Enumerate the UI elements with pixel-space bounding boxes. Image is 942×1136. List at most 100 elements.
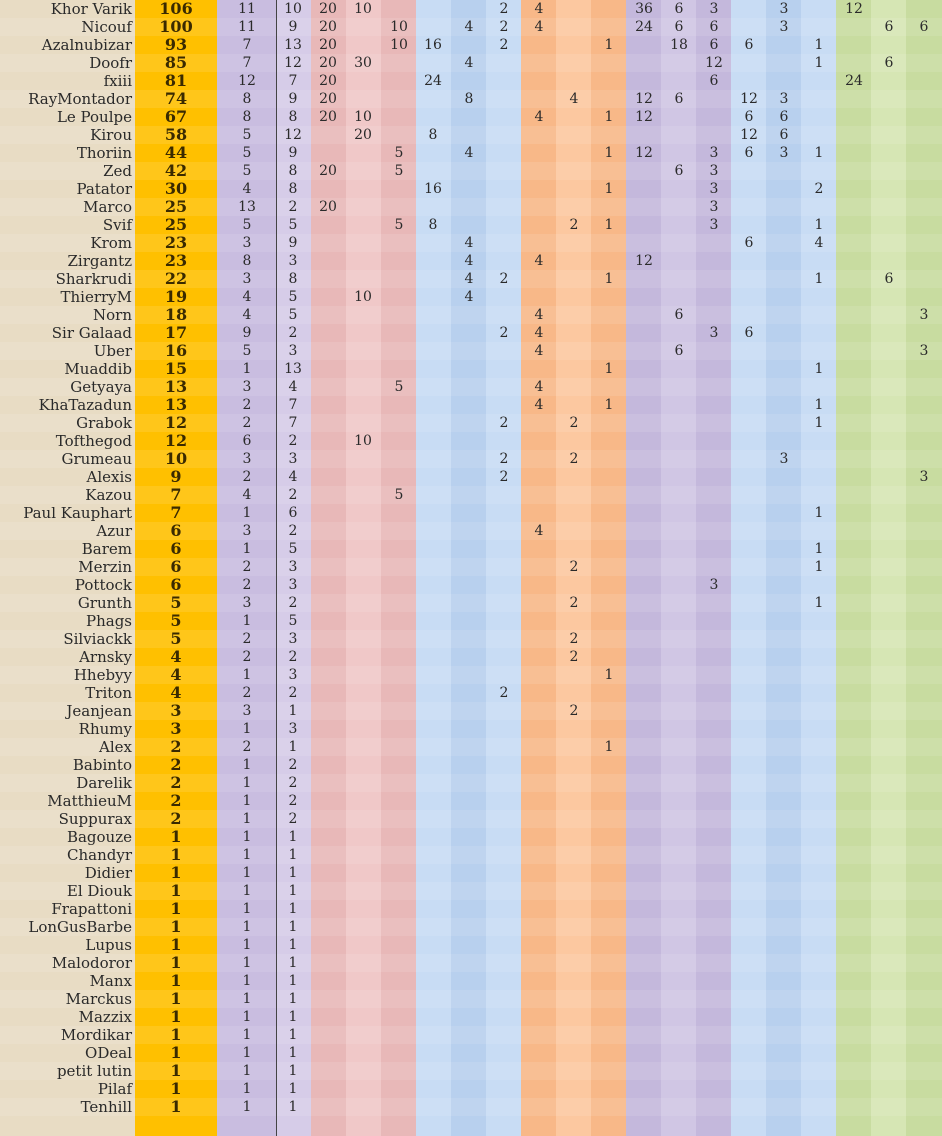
table-row: Getyaya 13 3 4 5 4 (0, 378, 942, 396)
score-cell: 4 (569, 91, 579, 107)
score-cell: 3 (709, 217, 719, 233)
score-cell: 1 (242, 865, 252, 881)
score-cell: 2 (569, 451, 579, 467)
score-cell: 6 (674, 343, 684, 359)
player-total: 12 (164, 431, 188, 450)
player-name: Chandyr (67, 846, 132, 864)
score-cell: 3 (288, 559, 298, 575)
score-cell: 16 (424, 181, 442, 197)
table-row: Uber 16 5 3 4 6 3 (0, 342, 942, 360)
player-total: 18 (164, 305, 188, 324)
score-cell: 1 (814, 271, 824, 287)
table-row: Pottock 6 2 3 3 (0, 576, 942, 595)
table-row: Arnsky 4 2 2 2 (0, 647, 942, 667)
score-cell: 3 (242, 379, 252, 395)
player-total: 1 (170, 1007, 182, 1026)
column-band (217, 0, 276, 1136)
score-cell: 4 (242, 307, 252, 323)
score-cell: 9 (288, 145, 298, 161)
score-cell: 20 (319, 73, 337, 89)
table-row: Hhebyy 4 1 3 1 (0, 666, 942, 684)
table-row: Grunth 5 3 2 2 1 (0, 594, 942, 612)
score-cell: 1 (814, 361, 824, 377)
column-band (311, 0, 346, 1136)
player-name: Tofthegod (55, 432, 132, 450)
column-band (766, 0, 801, 1136)
score-cell: 20 (319, 37, 337, 53)
player-total: 17 (164, 323, 188, 342)
score-cell: 2 (242, 469, 252, 485)
score-cell: 3 (288, 343, 298, 359)
score-cell: 10 (390, 19, 408, 35)
score-cell: 2 (288, 685, 298, 701)
score-cell: 4 (534, 253, 544, 269)
player-total: 2 (170, 773, 182, 792)
score-cell: 7 (288, 397, 298, 413)
player-name: Paul Kauphart (23, 504, 132, 522)
score-cell: 1 (242, 1099, 252, 1115)
score-cell: 1 (814, 55, 824, 71)
player-name: Norn (93, 306, 132, 324)
score-cell: 4 (534, 325, 544, 341)
player-total: 1 (170, 1097, 182, 1116)
total-column-band (135, 0, 217, 1136)
score-cell: 6 (744, 37, 754, 53)
score-cell: 1 (288, 919, 298, 935)
table-row: Kirou 58 5 12 20 8 12 6 (0, 126, 942, 144)
score-cell: 3 (242, 595, 252, 611)
score-cell: 6 (744, 109, 754, 125)
score-cell: 3 (709, 199, 719, 215)
table-row: Barem 6 1 5 1 (0, 540, 942, 559)
player-total: 1 (170, 899, 182, 918)
player-name: Manx (89, 972, 132, 990)
player-total: 4 (170, 647, 182, 666)
table-row: Alexis 9 2 4 2 3 (0, 468, 942, 487)
score-cell: 5 (242, 145, 252, 161)
score-cell: 3 (288, 631, 298, 647)
player-total: 7 (170, 503, 182, 522)
score-cell: 4 (464, 235, 474, 251)
score-cell: 5 (242, 343, 252, 359)
player-name: Jeanjean (66, 702, 132, 720)
score-cell: 6 (674, 163, 684, 179)
table-row: Mazzix 1 1 1 (0, 1007, 942, 1027)
column-band (381, 0, 416, 1136)
score-cell: 8 (242, 91, 252, 107)
table-row: Patator 30 4 8 16 1 3 2 (0, 180, 942, 199)
score-cell: 6 (779, 109, 789, 125)
column-band (696, 0, 731, 1136)
player-name: Tenhill (80, 1098, 132, 1116)
table-row: Triton 4 2 2 2 (0, 684, 942, 703)
score-cell: 7 (242, 37, 252, 53)
score-cell: 1 (242, 1081, 252, 1097)
player-total: 16 (164, 341, 188, 360)
player-name: Grabok (76, 414, 132, 432)
score-cell: 1 (242, 1009, 252, 1025)
score-cell: 4 (534, 109, 544, 125)
table-row: Chandyr 1 1 1 (0, 846, 942, 864)
score-cell: 1 (288, 847, 298, 863)
score-cell: 2 (242, 559, 252, 575)
score-cell: 24 (424, 73, 442, 89)
table-row: Lupus 1 1 1 (0, 935, 942, 955)
table-row: Kazou 7 4 2 5 (0, 486, 942, 504)
score-cell: 3 (779, 91, 789, 107)
player-name: Babinto (72, 756, 132, 774)
player-total: 93 (164, 35, 188, 54)
table-row: Jeanjean 3 3 1 2 (0, 702, 942, 720)
score-cell: 2 (499, 415, 509, 431)
score-cell: 1 (242, 991, 252, 1007)
score-cell: 1 (288, 739, 298, 755)
score-cell: 2 (569, 649, 579, 665)
player-name: Didier (84, 864, 132, 882)
player-name: Hhebyy (73, 666, 132, 684)
player-total: 1 (170, 827, 182, 846)
score-cell: 6 (884, 19, 894, 35)
table-row: Babinto 2 1 2 (0, 756, 942, 775)
score-cell: 1 (288, 1045, 298, 1061)
table-row: Zirgantz 23 8 3 4 4 12 (0, 252, 942, 271)
score-cell: 6 (884, 271, 894, 287)
score-cell: 4 (534, 379, 544, 395)
player-total: 1 (170, 935, 182, 954)
